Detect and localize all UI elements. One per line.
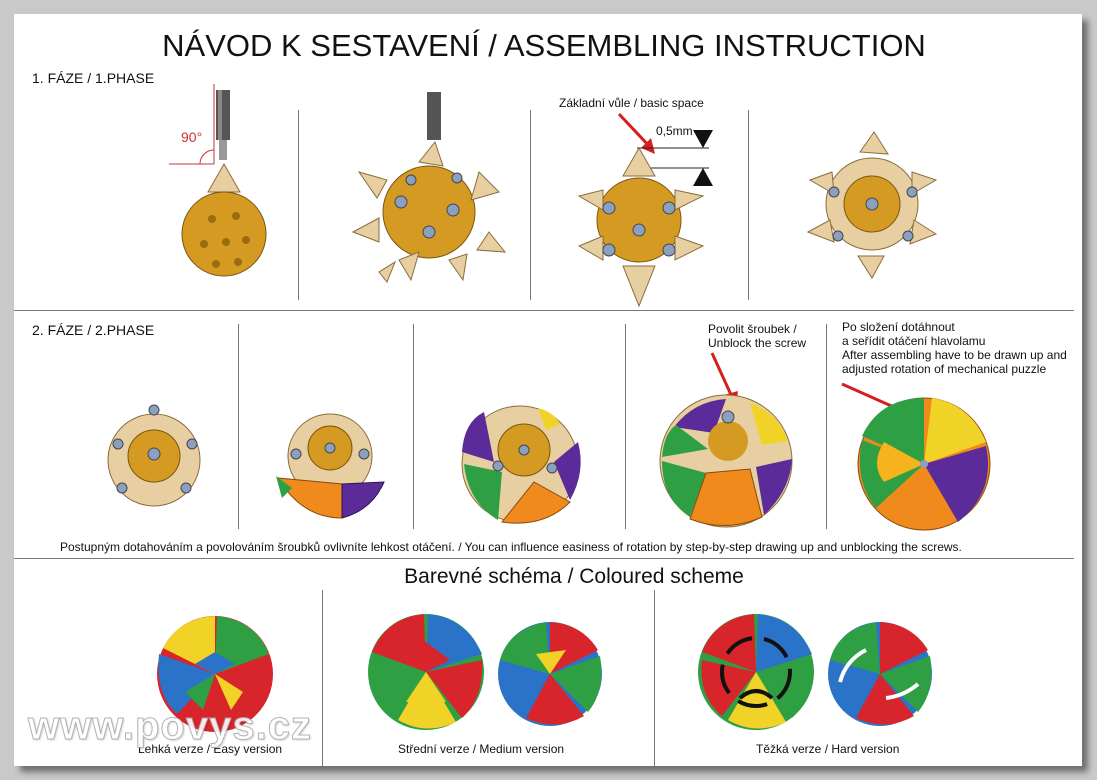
divider — [238, 324, 239, 529]
medium-version-ball-1 — [368, 614, 484, 730]
phase2-tip: Postupným dotahováním a povolováním šrou… — [60, 540, 962, 554]
divider — [654, 590, 655, 766]
hard-caption: Těžká verze / Hard version — [756, 742, 900, 756]
unblock-note: Povolit šroubek / Unblock the screw — [708, 322, 807, 350]
divider — [322, 590, 323, 766]
easy-version-ball — [157, 616, 273, 732]
phase1-step1-figure — [169, 84, 267, 277]
medium-version-ball-2 — [498, 622, 602, 726]
section-divider — [14, 558, 1074, 559]
scheme-title: Barevné schéma / Coloured scheme — [404, 565, 744, 588]
phase2-step5-figure — [841, 382, 991, 531]
divider — [530, 110, 531, 300]
page-title: NÁVOD K SESTAVENÍ / ASSEMBLING INSTRUCTI… — [162, 28, 926, 63]
phase2-step3-figure — [461, 405, 581, 524]
divider — [826, 324, 827, 529]
divider — [413, 324, 414, 529]
phase1-step2-figure — [351, 92, 507, 283]
phase1-step4-figure — [806, 131, 938, 279]
easy-caption: Lehká verze / Easy version — [138, 742, 283, 756]
final-note: Po složení dotáhnout a seřídit otáčení h… — [842, 320, 1067, 376]
section-divider — [14, 310, 1074, 311]
divider — [748, 110, 749, 300]
phase2-step1-figure — [107, 404, 201, 507]
divider — [625, 324, 626, 529]
instruction-sheet: NÁVOD K SESTAVENÍ / ASSEMBLING INSTRUCTI… — [14, 14, 1082, 766]
hard-version-ball-1 — [698, 614, 814, 730]
divider — [298, 110, 299, 300]
angle-label: 90° — [181, 129, 203, 145]
hard-version-ball-2 — [828, 622, 932, 726]
phase1-step3-figure — [577, 112, 713, 308]
basic-space-label: Základní vůle / basic space — [559, 96, 704, 110]
phase2-step4-figure — [659, 352, 793, 528]
watermark: www.povys.cz — [28, 704, 312, 749]
phase-1-label: 1. FÁZE / 1.PHASE — [32, 70, 155, 86]
medium-caption: Střední verze / Medium version — [398, 742, 565, 756]
phase2-step2-figure — [276, 413, 385, 519]
phase-2-label: 2. FÁZE / 2.PHASE — [32, 322, 155, 338]
gap-label: 0,5mm — [656, 124, 693, 138]
